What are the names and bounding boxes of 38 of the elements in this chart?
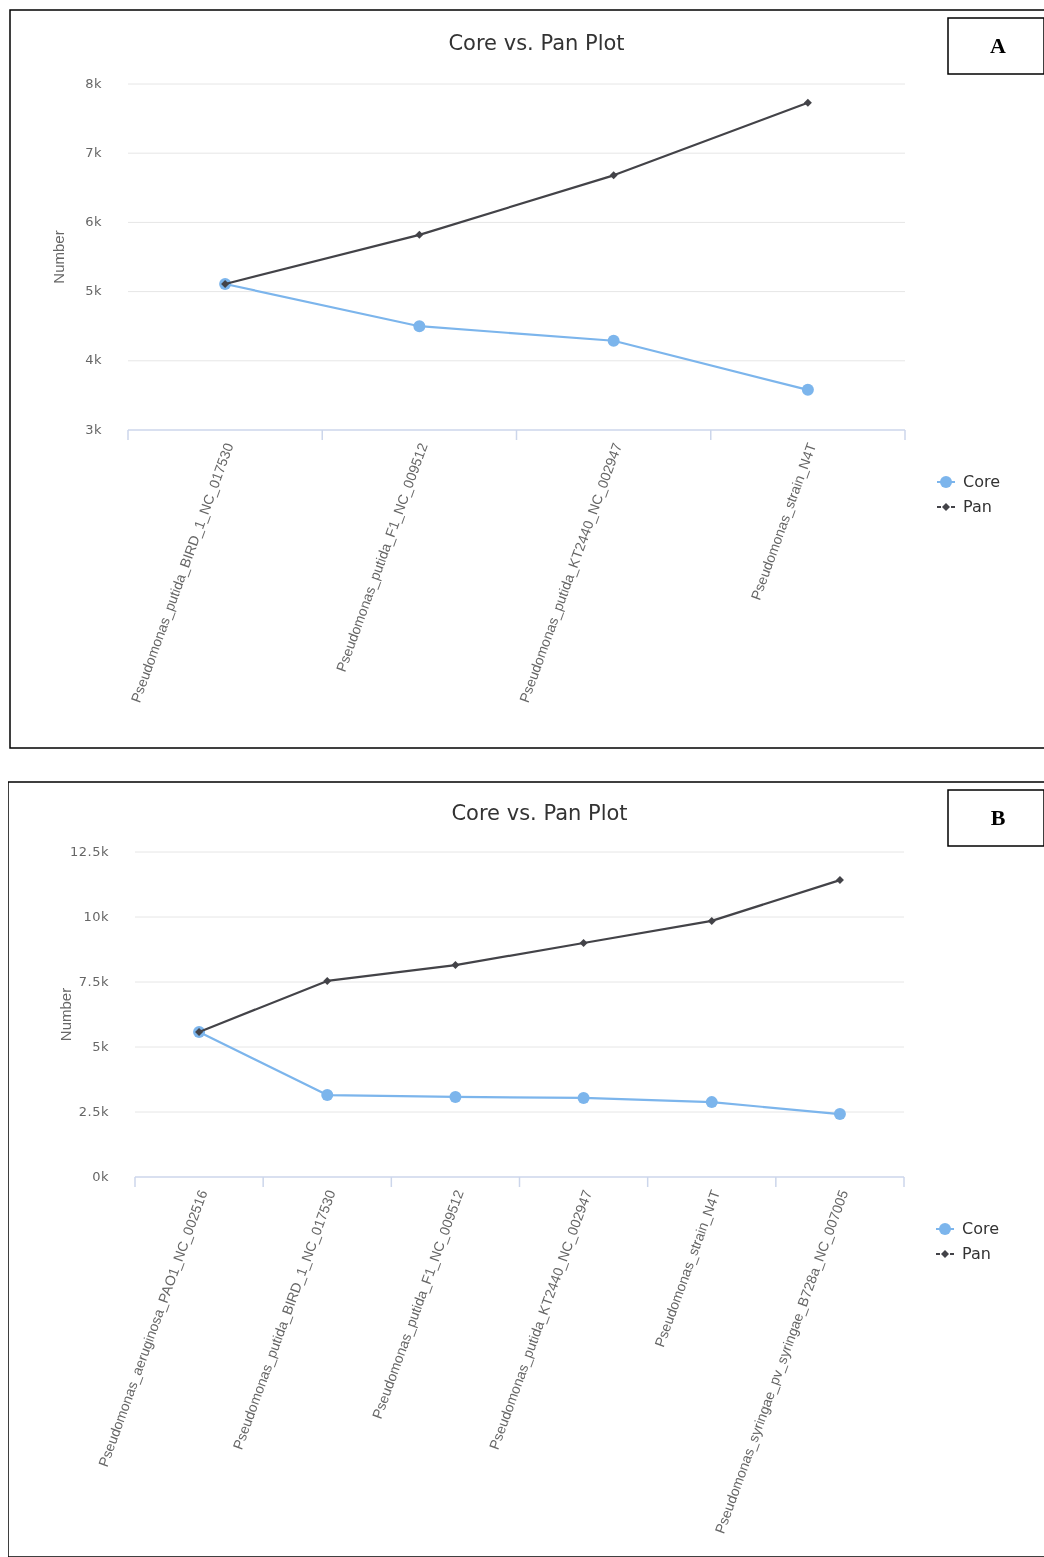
point — [609, 171, 618, 180]
y-tick-label: 7.5k — [78, 973, 109, 989]
legend-label: Pan — [963, 496, 992, 516]
y-tick-label: 4k — [85, 352, 102, 368]
point — [415, 230, 424, 239]
point — [577, 1091, 590, 1104]
text: B — [990, 805, 1006, 831]
y-tick-label: 2.5k — [78, 1103, 109, 1119]
y-axis-title: Number — [49, 230, 67, 284]
point — [803, 98, 812, 107]
point — [705, 1096, 718, 1109]
point — [835, 876, 844, 885]
legend-label: Core — [963, 471, 1001, 491]
y-tick-label: 5k — [92, 1038, 109, 1054]
y-tick-label: 3k — [85, 421, 102, 437]
point — [607, 334, 620, 347]
y-tick-label: 0k — [92, 1168, 109, 1184]
point — [323, 976, 332, 985]
chart-title: Core vs. Pan Plot — [448, 31, 625, 55]
y-tick-label: 8k — [85, 75, 102, 91]
y-axis-title: Number — [56, 987, 74, 1042]
legend-label: Core — [962, 1218, 1000, 1238]
point — [451, 961, 460, 970]
chart-title: Core vs. Pan Plot — [451, 801, 628, 825]
point — [321, 1089, 334, 1102]
point — [707, 916, 716, 925]
y-tick-label: 6k — [85, 213, 102, 229]
point — [413, 320, 426, 333]
y-tick-label: 12.5k — [70, 843, 109, 859]
legend-label: Pan — [962, 1243, 991, 1263]
text: A — [990, 33, 1007, 59]
y-tick-label: 10k — [83, 908, 109, 924]
point — [449, 1090, 462, 1103]
point — [579, 939, 588, 947]
point — [833, 1108, 846, 1121]
point — [801, 383, 814, 396]
y-tick-label: 5k — [85, 283, 102, 299]
y-tick-label: 7k — [85, 144, 102, 160]
